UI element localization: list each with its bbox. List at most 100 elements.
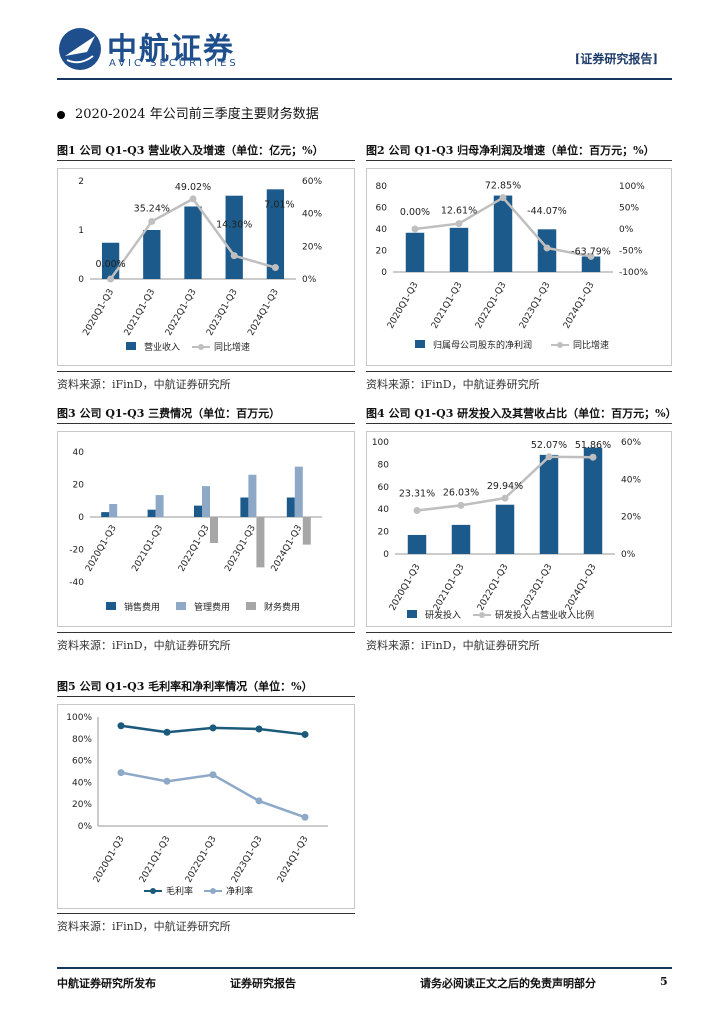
line-point	[413, 506, 421, 514]
left-axis-tick-label: 0	[78, 513, 84, 523]
data-label: 49.02%	[175, 182, 211, 193]
legend-label: 毛利率	[166, 885, 193, 897]
left-axis-tick-label: 80	[376, 182, 388, 192]
bar-营业收入	[266, 189, 285, 279]
bar-财务费用	[210, 517, 218, 543]
left-axis-tick-label: 60%	[72, 757, 92, 767]
bar-归属母公司股东的净利润	[493, 195, 513, 272]
legend-label: 财务费用	[264, 601, 300, 613]
x-axis-category-label: 2023Q1-Q3	[520, 563, 555, 613]
bar-研发投入	[407, 534, 427, 554]
line-point	[255, 725, 263, 733]
fig4-source: 资料来源：iFinD，中航证券研究所	[366, 639, 540, 652]
left-axis-tick-label: 0	[78, 275, 84, 285]
fig4-title: 图4 公司 Q1-Q3 研发投入及其营收占比（单位：百万元；%）	[366, 407, 677, 420]
fig1-title: 图1 公司 Q1-Q3 营业收入及增速（单位：亿元；%）	[57, 144, 324, 157]
left-axis-tick-label: 2	[78, 177, 84, 187]
line-point	[457, 501, 465, 509]
line-point	[148, 217, 156, 225]
x-axis-category-label: 2023Q1-Q3	[230, 835, 265, 885]
left-axis-tick-label: 0%	[78, 822, 93, 832]
data-label: 14.30%	[216, 220, 252, 231]
section-title: 2020-2024 年公司前三季度主要财务数据	[57, 103, 319, 122]
bar-营业收入	[101, 242, 120, 279]
bar-管理费用	[202, 486, 210, 517]
fig1-source: 资料来源：iFinD，中航证券研究所	[57, 378, 231, 391]
right-axis-tick-label: 0%	[302, 275, 317, 285]
right-axis-tick-label: 40%	[302, 210, 322, 220]
right-axis-tick-label: 40%	[621, 475, 641, 485]
left-axis-tick-label: 1	[78, 226, 84, 236]
fig1-bottom-rule	[57, 371, 355, 372]
x-axis-category-label: 2020Q1-Q3	[388, 563, 423, 613]
left-axis-tick-label: 20	[376, 247, 388, 257]
fig5-title: 图5 公司 Q1-Q3 毛利率和净利率情况（单位：%）	[57, 680, 313, 693]
left-axis-tick-label: 100%	[66, 713, 92, 723]
x-axis-category-label: 2024Q1-Q3	[246, 288, 281, 338]
bar-营业收入	[184, 206, 202, 279]
page-number: 5	[660, 975, 668, 988]
x-axis-category-label: 2020Q1-Q3	[84, 524, 119, 574]
data-label: 35.24%	[134, 203, 170, 214]
line-series-净利率	[120, 771, 306, 819]
x-axis-category-label: 2021Q1-Q3	[130, 524, 165, 574]
line-point	[455, 220, 463, 228]
footer-right: 请务必阅读正文之后的免责声明部分	[420, 977, 596, 990]
line-point	[301, 730, 309, 738]
fig2-bottom-rule	[366, 371, 672, 372]
left-axis-tick-label: -40	[69, 578, 84, 588]
line-point	[209, 771, 217, 779]
bar-管理费用	[248, 474, 257, 517]
fig3-bottom-rule	[57, 632, 355, 633]
line-point	[545, 453, 553, 461]
fig4-top-rule	[366, 423, 672, 424]
line-point	[411, 225, 419, 233]
right-axis-tick-label: -100%	[619, 268, 648, 278]
data-label: -63.79%	[571, 246, 611, 257]
legend-marker-swatch	[210, 888, 216, 894]
x-axis-category-label: 2024Q1-Q3	[564, 563, 599, 613]
left-axis-tick-label: 100	[372, 438, 389, 448]
footer-left: 中航证券研究所发布	[57, 977, 156, 990]
fig2-title: 图2 公司 Q1-Q3 归母净利润及增速（单位：百万元；%）	[366, 144, 655, 157]
legend-label: 研发投入占营业收入比例	[495, 609, 594, 621]
bullet-icon	[57, 110, 65, 119]
bar-研发投入	[583, 447, 603, 554]
x-axis-category-label: 2021Q1-Q3	[430, 281, 465, 331]
right-axis-tick-label: 0%	[619, 225, 634, 235]
line-point	[301, 813, 309, 821]
line-point	[117, 722, 125, 730]
fig5-top-rule	[57, 696, 355, 697]
data-label: 26.03%	[443, 487, 479, 498]
left-axis-tick-label: 80%	[72, 735, 92, 745]
line-point	[255, 797, 263, 805]
x-axis-category-label: 2020Q1-Q3	[81, 288, 116, 338]
line-point	[209, 724, 217, 732]
fig3-top-rule	[57, 423, 355, 424]
left-axis-tick-label: 40%	[72, 778, 92, 788]
fig3-chart: -40 -20 0 20 40 2020Q1-Q3 2021Q1-Q3 2022Q1-Q3 20…	[69, 448, 322, 613]
line-point	[163, 777, 171, 785]
fig2-top-rule	[366, 160, 672, 161]
data-label: 0.00%	[400, 207, 430, 218]
bar-财务费用	[256, 517, 265, 568]
fig3-title: 图3 公司 Q1-Q3 三费情况（单位：百万元）	[57, 407, 281, 420]
x-axis-category-label: 2022Q1-Q3	[474, 281, 509, 331]
left-axis-tick-label: 40	[376, 225, 388, 235]
fig5-source: 资料来源：iFinD，中航证券研究所	[57, 920, 231, 933]
legend-marker-swatch	[479, 612, 485, 618]
fig5-chart-box: 0% 20% 40% 60% 80% 100% 2020Q1-Q3 2021Q1-Q3 2022…	[57, 704, 355, 909]
bar-营业收入	[225, 195, 243, 279]
legend-label: 销售费用	[124, 601, 160, 613]
line-point	[163, 728, 171, 736]
avic-emblem-icon	[59, 28, 101, 70]
bar-研发投入	[539, 454, 559, 554]
avic-logo: 中航证券 AVIC SECURITIES	[57, 24, 257, 76]
fig1-top-rule	[57, 160, 355, 161]
x-axis-category-label: 2023Q1-Q3	[518, 281, 553, 331]
left-axis-tick-label: 80	[378, 460, 390, 470]
fig2-chart: 0 20 40 60 80 -100% -50% 0% 50% 100% 0.00% 12.61% 72…	[376, 181, 649, 351]
line-point	[589, 453, 597, 461]
bar-归属母公司股东的净利润	[581, 256, 601, 272]
data-label: 0.00%	[96, 259, 126, 270]
